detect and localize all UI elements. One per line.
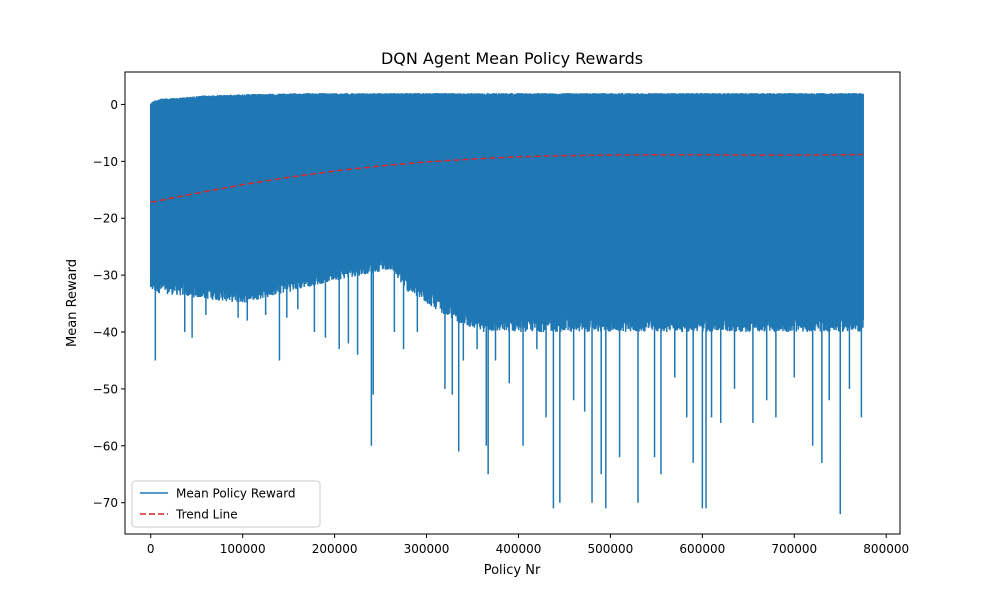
x-tick-label: 400000	[496, 542, 542, 556]
x-axis-label: Policy Nr	[484, 563, 541, 578]
legend-label-1: Trend Line	[175, 508, 238, 522]
trend-line	[150, 153, 864, 204]
y-tick-label: −30	[93, 269, 118, 283]
y-tick-label: −10	[93, 155, 118, 169]
x-tick-label: 600000	[679, 542, 725, 556]
x-tick-label: 700000	[771, 542, 817, 556]
y-tick-label: −20	[93, 212, 118, 226]
legend-box	[131, 480, 321, 528]
x-tick-label: 800000	[863, 542, 909, 556]
y-axis-label: Mean Reward	[65, 259, 80, 347]
y-tick-label: −70	[93, 496, 118, 510]
y-tick-label: −60	[93, 439, 118, 453]
plot-area	[149, 93, 864, 515]
y-tick-label: −40	[93, 326, 118, 340]
y-tick-label: 0	[110, 98, 118, 112]
legend-label-0: Mean Policy Reward	[176, 487, 296, 501]
x-tick-label: 300000	[404, 542, 450, 556]
plot-content	[149, 93, 864, 515]
mean-policy-reward-line	[149, 93, 864, 515]
legend: Mean Policy Reward Trend Line	[131, 480, 321, 528]
x-tick-label: 500000	[588, 542, 634, 556]
axes-frame	[124, 71, 901, 535]
x-tick-label: 100000	[220, 542, 266, 556]
x-tick-label: 200000	[312, 542, 358, 556]
x-tick-label: 0	[147, 542, 155, 556]
chart-title: DQN Agent Mean Policy Rewards	[381, 49, 643, 68]
y-tick-label: −50	[93, 382, 118, 396]
axes: 0 100000 200000 300000 400000 500000 600000 700…	[93, 71, 909, 556]
